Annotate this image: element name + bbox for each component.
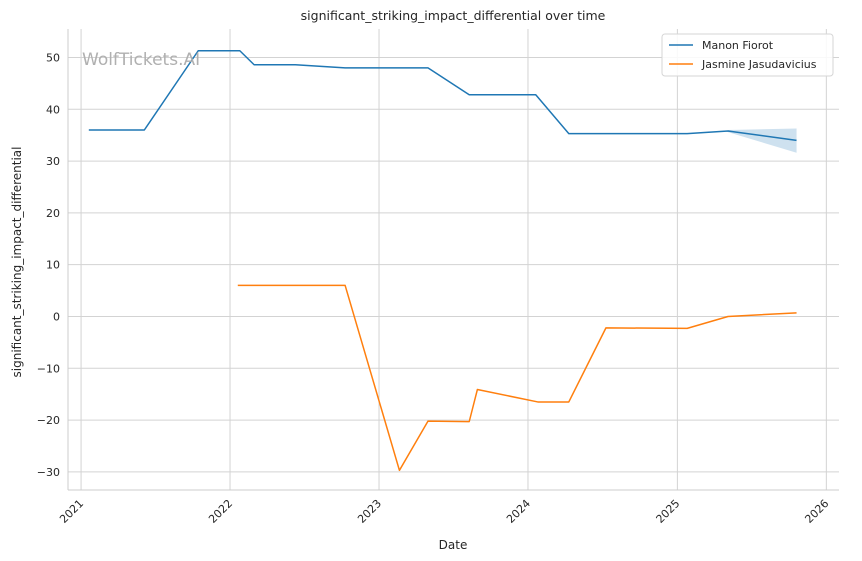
watermark-text: WolfTickets.AI [82, 50, 200, 70]
y-axis-label: significant_striking_impact_differential [10, 147, 24, 378]
axes-layer [67, 29, 839, 491]
x-tick-label: 2024 [504, 497, 533, 526]
series-layer [88, 50, 797, 472]
y-tick-label: 10 [46, 259, 60, 272]
x-tick-label: 2026 [802, 497, 831, 526]
y-tick-label: 30 [46, 155, 60, 168]
y-tick-label: −20 [37, 414, 60, 427]
y-tick-label: −10 [37, 362, 60, 375]
confidence-band [727, 128, 797, 153]
legend-entry: Jasmine Jasudavicius [701, 58, 817, 71]
series-line [237, 284, 797, 472]
legend: Manon Fiorot Jasmine Jasudavicius [661, 33, 834, 77]
x-axis-label: Date [439, 538, 468, 552]
confidence-band-layer [727, 128, 797, 153]
legend-entry: Manon Fiorot [702, 39, 774, 52]
series-line [88, 50, 797, 142]
grid-layer [68, 29, 839, 490]
chart-title: significant_striking_impact_differential… [301, 8, 606, 23]
y-tick-label: −30 [37, 466, 60, 479]
legend-box [661, 33, 834, 77]
x-tick-label: 2025 [654, 497, 683, 526]
x-tick-label: 2023 [355, 497, 384, 526]
x-tick-label: 2021 [57, 497, 86, 526]
y-tick-label: 20 [46, 207, 60, 220]
y-tick-label: 0 [53, 310, 60, 323]
tick-labels-layer: −30 −20 −10 0 10 20 30 40 50 2021 2022 2023 2024 2025… [37, 51, 832, 525]
y-tick-label: 50 [46, 51, 60, 64]
x-tick-label: 2022 [206, 497, 235, 526]
y-tick-label: 40 [46, 103, 60, 116]
